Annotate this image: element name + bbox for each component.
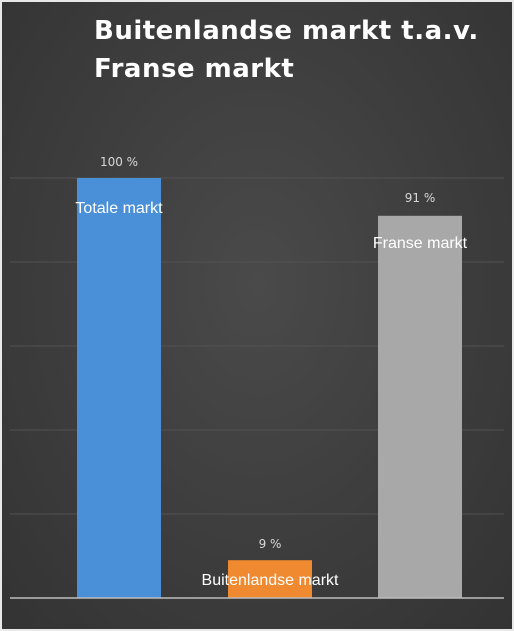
- bar-1: [77, 178, 161, 598]
- chart-title-line-2: Franse markt: [94, 54, 295, 84]
- chart-title-line-1: Buitenlandse markt t.a.v.: [94, 16, 479, 46]
- bars: [77, 178, 462, 599]
- bar-3: [378, 215, 462, 599]
- value-label-3: 91 %: [405, 191, 436, 205]
- labels: 100 % Totale markt 9 % Buitenlandse markt 91…: [75, 155, 467, 589]
- category-label-2: Buitenlandse markt: [202, 572, 340, 589]
- bar-2: [228, 560, 312, 598]
- chart-title: Buitenlandse markt t.a.v. Franse markt: [94, 12, 504, 88]
- category-label-3: Franse markt: [373, 235, 468, 252]
- value-label-2: 9 %: [259, 537, 282, 551]
- value-label-1: 100 %: [100, 155, 138, 169]
- category-label-1: Totale markt: [75, 200, 163, 217]
